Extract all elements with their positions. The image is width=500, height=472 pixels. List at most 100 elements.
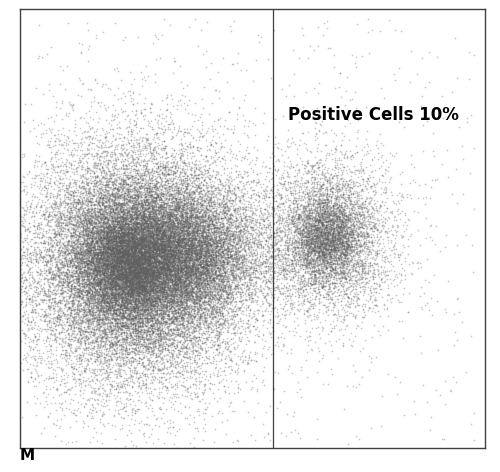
Point [133, 218, 141, 226]
Point [94, 239, 102, 247]
Point [148, 151, 156, 159]
Point [120, 228, 128, 236]
Point [138, 305, 146, 313]
Point [100, 261, 108, 268]
Point [132, 234, 140, 241]
Point [126, 260, 134, 268]
Point [114, 381, 122, 388]
Point [142, 223, 150, 230]
Point [374, 328, 382, 335]
Point [131, 311, 139, 319]
Point [170, 193, 178, 200]
Point [302, 144, 310, 152]
Point [188, 257, 196, 265]
Point [109, 253, 117, 260]
Point [174, 229, 182, 237]
Point [150, 297, 158, 305]
Point [320, 251, 328, 259]
Point [114, 198, 122, 205]
Point [178, 227, 186, 235]
Point [89, 253, 97, 261]
Point [172, 186, 180, 194]
Point [226, 236, 234, 243]
Point [302, 162, 310, 170]
Point [80, 302, 88, 310]
Point [315, 261, 323, 268]
Point [177, 316, 185, 323]
Point [159, 302, 167, 310]
Point [169, 303, 177, 311]
Point [160, 306, 168, 314]
Point [328, 265, 336, 273]
Point [332, 235, 340, 243]
Point [110, 238, 118, 246]
Point [148, 239, 156, 247]
Point [90, 248, 98, 255]
Point [164, 264, 172, 271]
Point [152, 295, 160, 303]
Point [146, 200, 154, 207]
Point [103, 305, 111, 312]
Point [178, 298, 186, 306]
Point [90, 312, 98, 320]
Point [170, 272, 177, 279]
Point [351, 216, 359, 223]
Point [185, 277, 193, 285]
Point [325, 173, 333, 181]
Point [194, 174, 202, 182]
Point [127, 266, 135, 273]
Point [145, 288, 153, 295]
Point [202, 261, 210, 268]
Point [322, 219, 330, 226]
Point [124, 266, 132, 274]
Point [164, 266, 172, 274]
Point [52, 230, 60, 238]
Point [166, 233, 174, 240]
Point [178, 208, 186, 216]
Point [321, 251, 329, 259]
Point [91, 236, 99, 243]
Point [350, 226, 358, 234]
Point [214, 214, 222, 222]
Point [168, 223, 176, 231]
Point [84, 287, 92, 295]
Point [120, 149, 128, 157]
Point [168, 262, 175, 270]
Point [155, 281, 163, 288]
Point [40, 279, 48, 287]
Point [142, 188, 150, 196]
Point [211, 212, 219, 220]
Point [180, 258, 188, 266]
Point [101, 315, 109, 322]
Point [152, 210, 160, 218]
Point [340, 278, 347, 286]
Point [172, 161, 180, 169]
Point [130, 256, 138, 264]
Point [78, 293, 86, 301]
Point [143, 255, 151, 262]
Point [132, 265, 140, 273]
Point [78, 400, 86, 408]
Point [146, 272, 154, 279]
Point [76, 302, 84, 309]
Point [86, 231, 94, 238]
Point [186, 236, 194, 244]
Point [162, 207, 170, 214]
Point [87, 233, 95, 240]
Point [190, 291, 198, 299]
Point [122, 227, 130, 235]
Point [178, 224, 186, 231]
Point [126, 226, 134, 234]
Point [182, 208, 190, 216]
Point [212, 251, 220, 259]
Point [346, 119, 354, 127]
Point [138, 283, 146, 290]
Point [36, 312, 44, 320]
Point [186, 271, 194, 279]
Point [194, 227, 202, 235]
Point [169, 258, 177, 266]
Point [94, 334, 102, 341]
Point [340, 251, 348, 258]
Point [126, 212, 134, 219]
Point [139, 292, 147, 299]
